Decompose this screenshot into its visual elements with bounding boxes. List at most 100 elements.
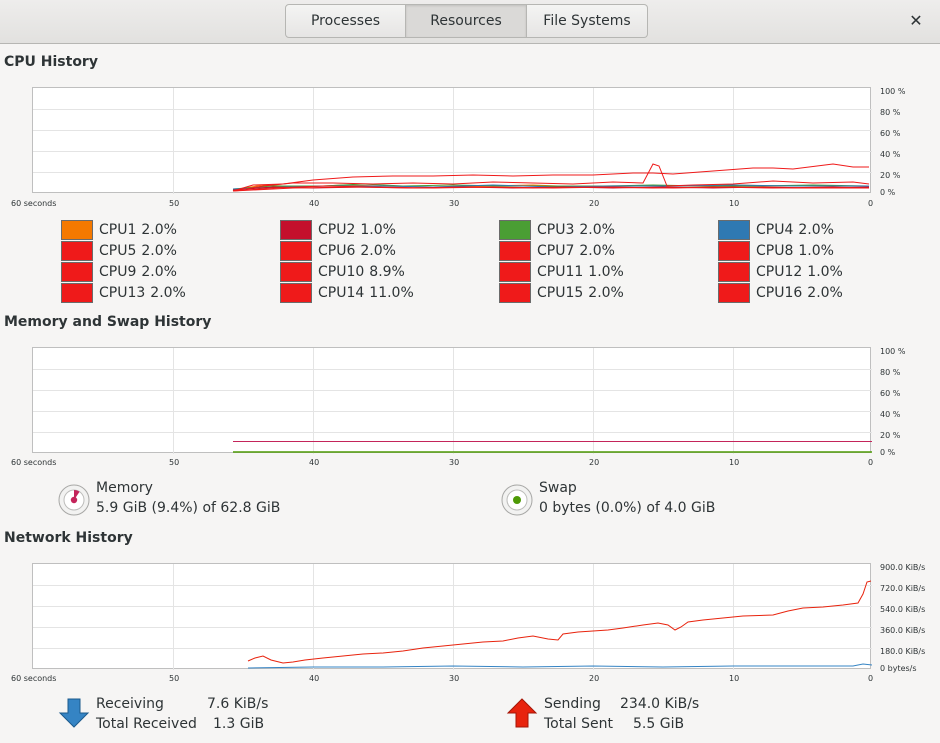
cpu-color-swatch[interactable] [280, 241, 312, 261]
cpu-usage-value: 8.9% [369, 264, 405, 280]
mem-xtick-40: 40 [309, 458, 320, 467]
cpu-usage-value: 2.0% [141, 222, 177, 238]
cpu-usage-value: 1.0% [807, 264, 843, 280]
sending-label: Sending [544, 696, 601, 712]
cpu-color-swatch[interactable] [718, 262, 750, 282]
cpu-legend-label: CPU9 2.0% [99, 264, 177, 280]
memory-value: 5.9 GiB (9.4%) of 62.8 GiB [96, 500, 281, 516]
mem-ytick-20: 20 % [880, 431, 901, 440]
cpu-legend-label: CPU14 11.0% [318, 285, 414, 301]
net-ytick-540: 540.0 KiB/s [880, 605, 926, 614]
cpu-color-swatch[interactable] [718, 241, 750, 261]
cpu-color-swatch[interactable] [280, 262, 312, 282]
cpu-graph-lines [33, 88, 872, 194]
cpu-color-swatch[interactable] [499, 220, 531, 240]
cpu-name: CPU4 [756, 222, 794, 238]
close-icon[interactable]: ✕ [909, 11, 923, 30]
cpu-name: CPU6 [318, 243, 356, 259]
cpu-legend-label: CPU10 8.9% [318, 264, 405, 280]
cpu-usage-value: 2.0% [141, 264, 177, 280]
net-ytick-360: 360.0 KiB/s [880, 626, 926, 635]
cpu-name: CPU16 [756, 285, 803, 301]
tab-file-systems[interactable]: File Systems [527, 4, 648, 38]
cpu-color-swatch[interactable] [61, 241, 93, 261]
cpu-legend-label: CPU12 1.0% [756, 264, 843, 280]
net-xtick-0: 0 [868, 674, 874, 683]
net-xtick-20: 20 [589, 674, 600, 683]
cpu-name: CPU15 [537, 285, 584, 301]
net-xtick-10: 10 [729, 674, 740, 683]
view-switcher: Processes Resources File Systems [285, 4, 648, 38]
mem-ytick-60: 60 % [880, 389, 901, 398]
tab-resources[interactable]: Resources [406, 4, 527, 38]
tab-processes[interactable]: Processes [285, 4, 406, 38]
mem-xtick-30: 30 [449, 458, 460, 467]
cpu-color-swatch[interactable] [718, 283, 750, 303]
cpu-legend-label: CPU1 2.0% [99, 222, 177, 238]
cpu-color-swatch[interactable] [61, 283, 93, 303]
cpu-ytick-80: 80 % [880, 108, 901, 117]
cpu-name: CPU7 [537, 243, 575, 259]
receiving-value: 7.6 KiB/s [207, 696, 269, 712]
cpu-xtick-0: 0 [868, 199, 874, 208]
cpu-usage-value: 2.0% [588, 285, 624, 301]
cpu-color-swatch[interactable] [280, 283, 312, 303]
net-xtick-50: 50 [169, 674, 180, 683]
total-sent-label: Total Sent [544, 716, 614, 732]
total-received-label: Total Received [96, 716, 197, 732]
cpu-ytick-0: 0 % [880, 188, 896, 197]
cpu-legend-label: CPU11 1.0% [537, 264, 624, 280]
cpu-color-swatch[interactable] [718, 220, 750, 240]
sending-arrow-icon[interactable] [506, 697, 538, 729]
cpu-usage-value: 2.0% [579, 222, 615, 238]
cpu-color-swatch[interactable] [499, 283, 531, 303]
cpu-ytick-20: 20 % [880, 171, 901, 180]
mem-xtick-10: 10 [729, 458, 740, 467]
total-received-value: 1.3 GiB [213, 716, 265, 732]
cpu-legend-label: CPU16 2.0% [756, 285, 843, 301]
net-ytick-180: 180.0 KiB/s [880, 647, 926, 656]
mem-ytick-40: 40 % [880, 410, 901, 419]
cpu-usage-value: 2.0% [807, 285, 843, 301]
cpu-color-swatch[interactable] [499, 241, 531, 261]
cpu-xtick-20: 20 [589, 199, 600, 208]
cpu-legend-label: CPU4 2.0% [756, 222, 834, 238]
cpu-xtick-30: 30 [449, 199, 460, 208]
cpu-name: CPU14 [318, 285, 365, 301]
cpu-usage-value: 1.0% [798, 243, 834, 259]
cpu-usage-value: 2.0% [360, 243, 396, 259]
cpu-usage-value: 2.0% [141, 243, 177, 259]
net-ytick-0: 0 bytes/s [880, 664, 917, 673]
mem-xtick-60: 60 seconds [11, 458, 57, 467]
cpu-legend-label: CPU8 1.0% [756, 243, 834, 259]
cpu-name: CPU11 [537, 264, 584, 280]
cpu-xtick-60: 60 seconds [11, 199, 57, 208]
net-xtick-60: 60 seconds [11, 674, 57, 683]
cpu-color-swatch[interactable] [61, 262, 93, 282]
cpu-legend-label: CPU15 2.0% [537, 285, 624, 301]
cpu-usage-value: 2.0% [150, 285, 186, 301]
cpu-name: CPU2 [318, 222, 356, 238]
swap-pie-icon[interactable] [501, 484, 533, 516]
network-history-graph [32, 563, 872, 670]
mem-ytick-100: 100 % [880, 347, 906, 356]
cpu-name: CPU13 [99, 285, 146, 301]
cpu-legend-label: CPU6 2.0% [318, 243, 396, 259]
memory-pie-icon[interactable] [58, 484, 90, 516]
cpu-name: CPU12 [756, 264, 803, 280]
cpu-legend-label: CPU2 1.0% [318, 222, 396, 238]
cpu-ytick-40: 40 % [880, 150, 901, 159]
receiving-arrow-icon[interactable] [58, 697, 90, 729]
cpu-name: CPU8 [756, 243, 794, 259]
cpu-usage-value: 1.0% [360, 222, 396, 238]
cpu-history-graph [32, 87, 872, 194]
network-graph-lines [33, 564, 872, 670]
cpu-color-swatch[interactable] [499, 262, 531, 282]
memory-swap-history-title: Memory and Swap History [4, 314, 212, 330]
cpu-color-swatch[interactable] [280, 220, 312, 240]
net-ytick-900: 900.0 KiB/s [880, 563, 926, 572]
cpu-xtick-40: 40 [309, 199, 320, 208]
memory-history-graph [32, 347, 872, 454]
mem-ytick-80: 80 % [880, 368, 901, 377]
cpu-color-swatch[interactable] [61, 220, 93, 240]
